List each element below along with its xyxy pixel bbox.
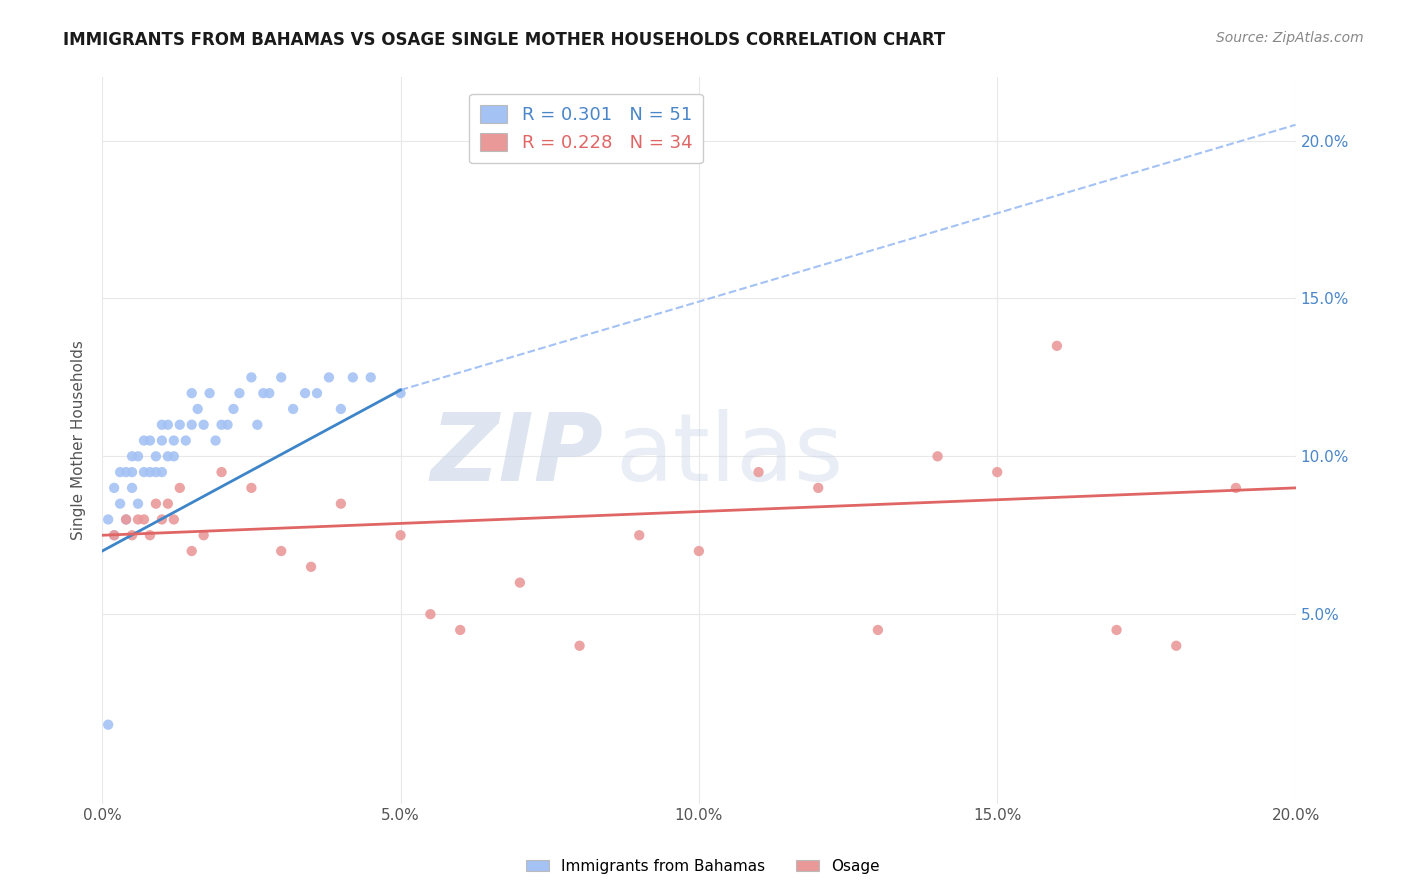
Point bbox=[187, 401, 209, 416]
Point bbox=[127, 512, 149, 526]
Point bbox=[156, 450, 179, 464]
Point bbox=[1225, 481, 1247, 495]
Point bbox=[156, 417, 179, 432]
Point bbox=[217, 417, 239, 432]
Legend: Immigrants from Bahamas, Osage: Immigrants from Bahamas, Osage bbox=[520, 853, 886, 880]
Point bbox=[174, 434, 197, 448]
Point bbox=[145, 465, 167, 479]
Point bbox=[294, 386, 316, 401]
Point bbox=[329, 497, 352, 511]
Point bbox=[150, 434, 173, 448]
Point bbox=[139, 528, 162, 542]
Point bbox=[628, 528, 651, 542]
Point bbox=[240, 481, 263, 495]
Point bbox=[270, 370, 292, 384]
Point bbox=[866, 623, 889, 637]
Text: IMMIGRANTS FROM BAHAMAS VS OSAGE SINGLE MOTHER HOUSEHOLDS CORRELATION CHART: IMMIGRANTS FROM BAHAMAS VS OSAGE SINGLE … bbox=[63, 31, 945, 49]
Point bbox=[228, 386, 250, 401]
Point bbox=[449, 623, 471, 637]
Point bbox=[986, 465, 1008, 479]
Point bbox=[748, 465, 770, 479]
Point bbox=[688, 544, 710, 558]
Point bbox=[108, 497, 131, 511]
Point bbox=[568, 639, 591, 653]
Point bbox=[927, 450, 949, 464]
Point bbox=[108, 465, 131, 479]
Point bbox=[259, 386, 281, 401]
Point bbox=[240, 370, 263, 384]
Point bbox=[283, 401, 305, 416]
Point bbox=[121, 528, 143, 542]
Point bbox=[807, 481, 830, 495]
Point bbox=[127, 497, 149, 511]
Point bbox=[270, 544, 292, 558]
Point bbox=[139, 434, 162, 448]
Point bbox=[163, 434, 186, 448]
Point bbox=[103, 528, 125, 542]
Text: ZIP: ZIP bbox=[430, 409, 603, 501]
Point bbox=[132, 512, 155, 526]
Point bbox=[222, 401, 245, 416]
Point bbox=[329, 401, 352, 416]
Text: Source: ZipAtlas.com: Source: ZipAtlas.com bbox=[1216, 31, 1364, 45]
Point bbox=[132, 465, 155, 479]
Point bbox=[1046, 339, 1069, 353]
Point bbox=[211, 417, 233, 432]
Point bbox=[360, 370, 382, 384]
Point bbox=[156, 497, 179, 511]
Point bbox=[299, 559, 322, 574]
Point bbox=[180, 386, 202, 401]
Point bbox=[150, 417, 173, 432]
Point bbox=[198, 386, 221, 401]
Point bbox=[419, 607, 441, 622]
Point bbox=[127, 450, 149, 464]
Point bbox=[121, 481, 143, 495]
Point bbox=[97, 512, 120, 526]
Point bbox=[115, 465, 138, 479]
Point bbox=[97, 717, 120, 731]
Point bbox=[139, 465, 162, 479]
Point bbox=[389, 386, 412, 401]
Point bbox=[509, 575, 531, 590]
Y-axis label: Single Mother Households: Single Mother Households bbox=[72, 341, 86, 541]
Point bbox=[150, 465, 173, 479]
Point bbox=[145, 497, 167, 511]
Point bbox=[305, 386, 328, 401]
Point bbox=[1105, 623, 1128, 637]
Point bbox=[121, 465, 143, 479]
Point bbox=[103, 528, 125, 542]
Point bbox=[211, 465, 233, 479]
Point bbox=[150, 512, 173, 526]
Point bbox=[121, 450, 143, 464]
Point bbox=[204, 434, 226, 448]
Point bbox=[193, 528, 215, 542]
Point bbox=[246, 417, 269, 432]
Point bbox=[163, 450, 186, 464]
Point bbox=[1166, 639, 1188, 653]
Point bbox=[169, 481, 191, 495]
Point bbox=[115, 512, 138, 526]
Point bbox=[252, 386, 274, 401]
Point bbox=[103, 481, 125, 495]
Point bbox=[193, 417, 215, 432]
Point bbox=[389, 528, 412, 542]
Point bbox=[318, 370, 340, 384]
Point bbox=[163, 512, 186, 526]
Point bbox=[132, 434, 155, 448]
Point bbox=[169, 417, 191, 432]
Point bbox=[342, 370, 364, 384]
Legend: R = 0.301   N = 51, R = 0.228   N = 34: R = 0.301 N = 51, R = 0.228 N = 34 bbox=[470, 94, 703, 163]
Point bbox=[115, 512, 138, 526]
Text: atlas: atlas bbox=[616, 409, 844, 501]
Point bbox=[180, 544, 202, 558]
Point bbox=[180, 417, 202, 432]
Point bbox=[145, 450, 167, 464]
